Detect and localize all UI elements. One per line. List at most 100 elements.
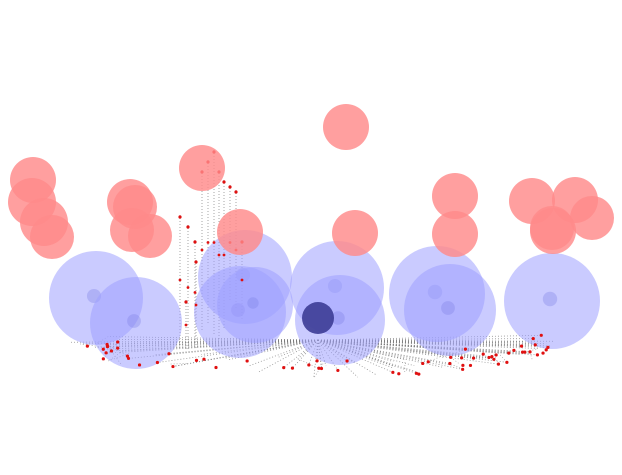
connection-line [70,339,319,343]
atom-dot [228,185,232,189]
atom-dot [206,241,210,244]
atom-dot [391,370,395,374]
atom-dot [200,248,204,252]
atom-dot [519,344,524,348]
atom-dot [222,180,226,184]
connection-line [317,339,450,364]
connection-line [317,339,474,359]
atom-dot [528,350,532,354]
atom-dot [234,190,238,194]
atom-dot [460,356,464,360]
atom-dot [345,359,349,363]
red-sphere [530,206,574,250]
central-sphere-group [302,302,334,334]
atom-dot [155,360,160,365]
red-sphere [570,196,614,240]
atom-dot [126,356,131,361]
connection-line [170,363,187,365]
connection-line [317,339,417,374]
atom-dot [397,372,401,376]
connection-line [317,339,524,354]
connection-line [257,339,319,374]
red-sphere [113,185,157,229]
atom-dot [290,366,295,370]
connection-line [498,352,508,363]
atom-dot [101,347,105,351]
atom-dot [315,359,319,363]
atom-dot [487,355,491,360]
red-spheres [8,104,614,259]
connection-line [317,339,417,373]
atom-dot [171,364,175,369]
blue-sphere [295,275,385,365]
connection-line [317,339,492,358]
atom-dot [106,344,110,348]
atom-dot [539,333,543,337]
red-sphere [332,210,378,256]
atom-dot [471,356,476,360]
atom-dot [116,346,120,350]
atom-dot [217,253,221,257]
atom-dot [531,336,535,341]
atom-dot [505,360,509,364]
atom-dot [496,362,501,366]
atom-dot [426,360,430,364]
red-sphere [432,211,478,257]
atom-dot [449,355,453,359]
atom-dot [186,225,190,229]
blue-sphere [90,277,182,369]
atom-dot [461,363,465,367]
red-sphere [179,145,225,191]
atom-dot [184,300,188,304]
atom-dot [282,366,286,370]
central-sphere [302,302,334,334]
connection-line [523,348,539,354]
atom-dot [193,240,197,244]
atom-dot [245,359,249,363]
atom-dot [463,347,468,351]
atom-dot [336,368,340,373]
blue-sphere-highlight [542,291,558,307]
atom-dot [85,344,89,348]
atom-dot [317,366,321,370]
atom-dot [507,351,511,355]
atom-dot [202,357,206,361]
atom-dot [104,351,108,355]
atom-dot [240,278,244,282]
atom-dot [186,286,190,289]
connection-line [455,365,463,370]
atom-dot [167,352,171,356]
atom-dot [533,343,537,347]
atom-dot [193,291,197,294]
atom-dot [137,363,142,367]
atom-dot [541,351,545,355]
atom-dot [523,350,527,354]
atom-dot [535,353,540,357]
atom-dot [544,348,548,352]
atom-dot [116,340,120,344]
blue-sphere-highlight [331,311,345,325]
red-sphere [432,173,478,219]
atom-dot [421,361,425,366]
red-sphere [323,104,369,150]
blue-spheres [49,230,600,369]
connection-line [297,358,320,369]
red-sphere [217,209,263,255]
atom-dot [448,361,452,366]
atom-dot [194,303,198,307]
blue-sphere-highlight [441,301,455,315]
atom-dot [101,357,105,361]
atom-dot [178,278,182,282]
connection-line [80,339,319,345]
blue-sphere [504,253,600,349]
connection-line [313,360,325,379]
atom-dot [222,253,226,257]
atom-dot [214,365,218,370]
atom-dot [468,363,473,368]
atom-dot [512,348,516,352]
atom-dot [178,215,182,219]
connection-line [278,339,319,358]
atom-dot [461,367,465,371]
